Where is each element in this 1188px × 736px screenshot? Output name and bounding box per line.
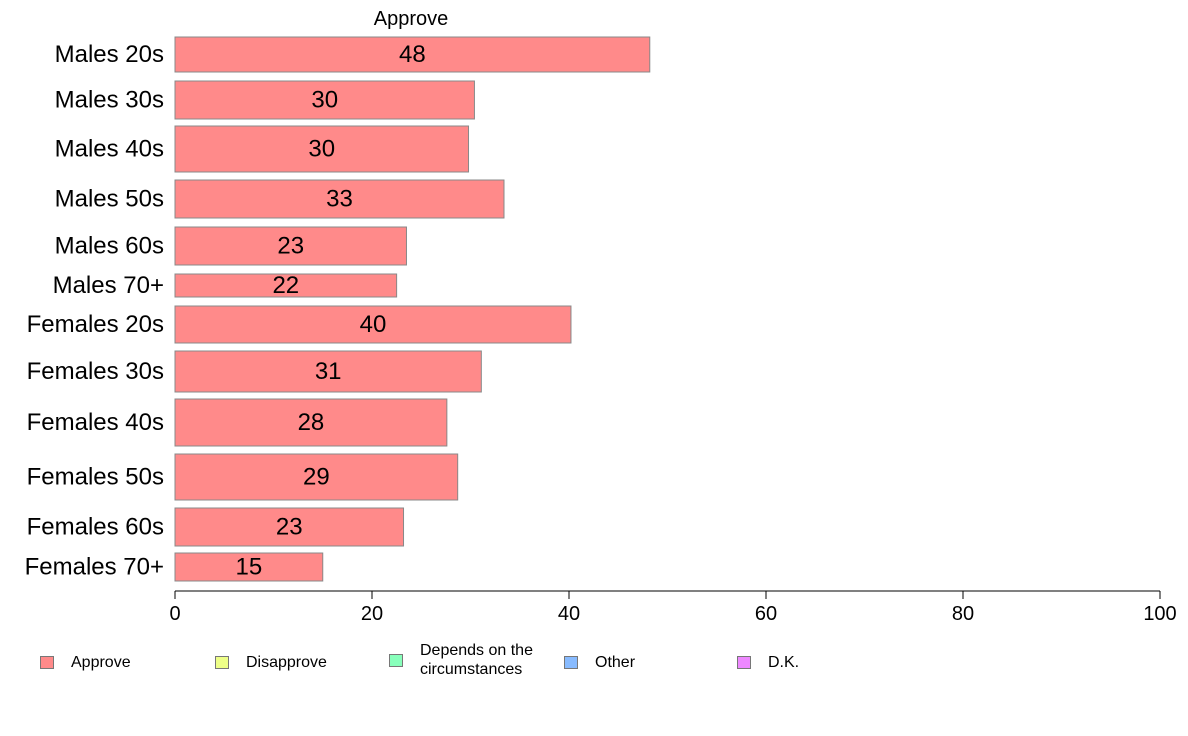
- bar-value-label-males-40s: 30: [308, 136, 335, 163]
- bar-males-70plus: [174, 273, 398, 298]
- category-label-females-50s: Females 50s: [27, 464, 164, 491]
- x-tick-label-20: 20: [361, 603, 383, 625]
- category-label-females-20s: Females 20s: [27, 311, 164, 338]
- category-label-males-50s: Males 50s: [55, 186, 164, 213]
- x-tick-label-0: 0: [169, 603, 180, 625]
- category-label-females-70plus: Females 70+: [25, 554, 164, 581]
- category-label-females-60s: Females 60s: [27, 514, 164, 541]
- legend-item-approve: Approve: [40, 653, 131, 672]
- x-tick-label-80: 80: [952, 603, 974, 625]
- bar-value-label-females-50s: 29: [303, 464, 330, 491]
- chart-title: Approve: [374, 8, 449, 30]
- category-label-males-20s: Males 20s: [55, 41, 164, 68]
- legend-label-dk: D.K.: [768, 654, 800, 671]
- bar-males-60s: [174, 226, 407, 266]
- legend-swatch-depends: [389, 653, 403, 667]
- x-tick-label-40: 40: [558, 603, 580, 625]
- bar-value-label-males-60s: 23: [277, 233, 304, 260]
- bar-females-40s: [174, 398, 448, 447]
- legend-swatch-dk: [737, 656, 751, 669]
- legend: Approve Disapprove Depends on the circum…: [0, 640, 1188, 700]
- legend-item-dk: D.K.: [737, 653, 799, 672]
- bar-females-30s: [174, 350, 482, 393]
- bar-value-label-females-70plus: 15: [236, 554, 263, 581]
- bar-value-label-females-20s: 40: [360, 311, 387, 338]
- bar-males-40s: [174, 125, 470, 173]
- legend-item-disapprove: Disapprove: [215, 653, 327, 672]
- x-tick-label-60: 60: [755, 603, 777, 625]
- legend-swatch-other: [564, 656, 578, 669]
- chart: Approve 48 Males 20s 30 Males 30s 30 Males 40…: [25, 8, 1177, 625]
- legend-label-depends: Depends on the circumstances: [420, 642, 533, 678]
- legend-swatch-disapprove: [215, 656, 229, 669]
- x-axis: 0 20 40 60 80 100: [169, 590, 1177, 625]
- category-label-males-60s: Males 60s: [55, 233, 164, 260]
- bar-value-label-males-50s: 33: [326, 186, 353, 213]
- bar-females-20s: [174, 305, 572, 344]
- legend-label-approve: Approve: [71, 654, 131, 671]
- bar-value-label-females-60s: 23: [276, 514, 303, 541]
- bar-males-50s: [174, 179, 505, 219]
- legend-item-depends: Depends on the circumstances: [389, 641, 560, 679]
- bar-value-label-males-70plus: 22: [272, 272, 299, 299]
- category-label-males-70plus: Males 70+: [53, 272, 164, 299]
- bar-males-30s: [174, 80, 475, 120]
- x-tick-label-100: 100: [1143, 603, 1176, 625]
- bar-females-50s: [174, 453, 459, 501]
- bars-layer: 48 Males 20s 30 Males 30s 30 Males 40s 33 Males…: [25, 36, 651, 582]
- bar-females-60s: [174, 507, 405, 547]
- category-label-females-40s: Females 40s: [27, 409, 164, 436]
- legend-label-other: Other: [595, 654, 636, 671]
- bar-females-70plus: [174, 552, 324, 582]
- bar-value-label-males-30s: 30: [311, 87, 338, 114]
- bar-value-label-females-30s: 31: [315, 358, 342, 385]
- category-label-males-40s: Males 40s: [55, 136, 164, 163]
- category-label-males-30s: Males 30s: [55, 87, 164, 114]
- legend-item-other: Other: [564, 653, 635, 672]
- bar-males-20s: [174, 36, 651, 73]
- legend-label-disapprove: Disapprove: [246, 654, 327, 671]
- bar-value-label-females-40s: 28: [298, 409, 325, 436]
- category-label-females-30s: Females 30s: [27, 358, 164, 385]
- legend-swatch-approve: [40, 656, 54, 669]
- bar-value-label-males-20s: 48: [399, 41, 426, 68]
